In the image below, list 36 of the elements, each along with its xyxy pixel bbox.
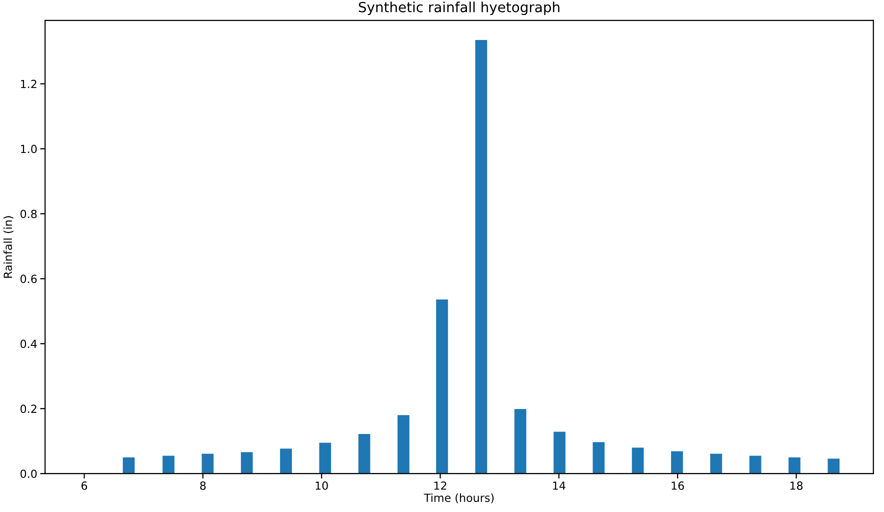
x-tick-label: 18 [790,481,803,490]
bar [475,40,488,474]
bar [710,454,722,474]
bar [632,448,644,474]
y-tick-label: 0.2 [20,404,36,414]
bar [162,456,174,474]
bar [514,408,526,474]
x-tick-label: 10 [316,481,328,490]
y-axis-title: Rainfall (in) [3,216,14,278]
bar [280,448,292,474]
y-tick-label: 1.2 [20,80,36,88]
y-tick-label: 0.6 [20,274,37,284]
bar [398,415,410,474]
bar [358,434,370,474]
x-axis-title: Time (hours) [424,493,494,504]
bar [671,451,683,474]
x-tick-label: 16 [672,481,684,490]
bar [240,452,253,474]
bar [592,442,605,474]
bar [554,432,566,474]
bar [828,458,840,474]
y-tick-label: 0.4 [20,340,37,348]
x-tick-label: 6 [81,481,88,490]
y-tick-label: 0.8 [20,210,37,218]
bar [122,457,135,474]
bar [749,456,762,474]
chart-title: Synthetic rainfall hyetograph [358,2,560,16]
x-tick-label: 8 [200,481,206,490]
bar [202,454,214,474]
x-tick-label: 12 [434,481,446,490]
y-tick-label: 1.0 [20,144,37,154]
bar [788,457,800,474]
y-tick-label: 0.0 [20,470,37,478]
bar [319,442,332,474]
bar [436,300,448,474]
x-tick-label: 14 [553,482,566,490]
